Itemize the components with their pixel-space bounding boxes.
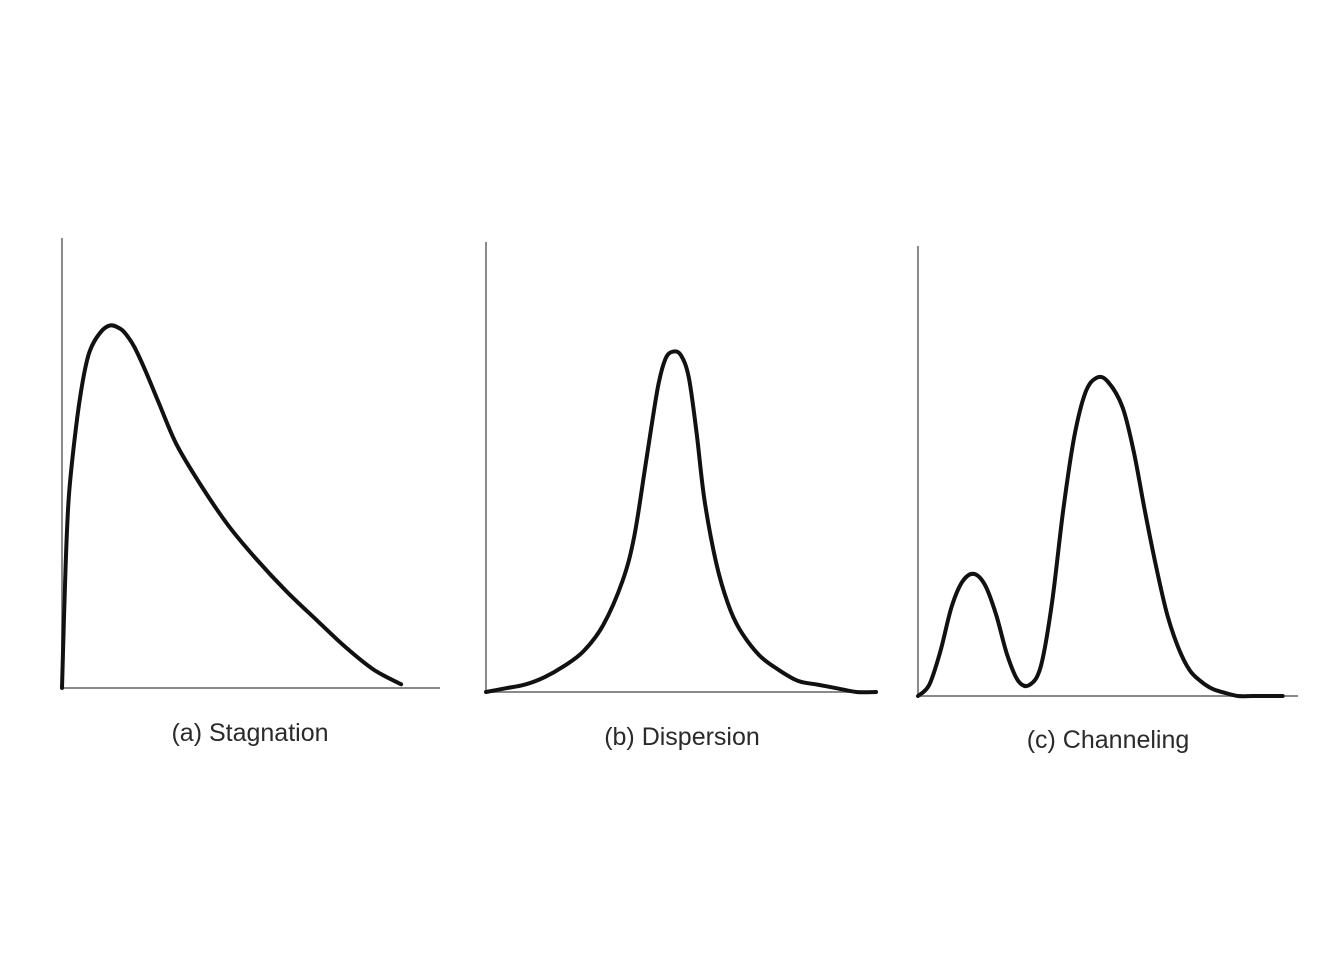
panel-stagnation: (a) Stagnation (60, 238, 440, 747)
series-line-channeling (916, 374, 1285, 699)
series-line-stagnation (60, 323, 404, 690)
panel-dispersion: (b) Dispersion (484, 242, 878, 751)
caption-channeling: (c) Channeling (1027, 726, 1190, 754)
caption-stagnation: (a) Stagnation (171, 719, 328, 747)
series-line-dispersion (484, 349, 878, 695)
caption-dispersion: (b) Dispersion (604, 723, 760, 751)
panel-channeling: (c) Channeling (916, 246, 1298, 754)
